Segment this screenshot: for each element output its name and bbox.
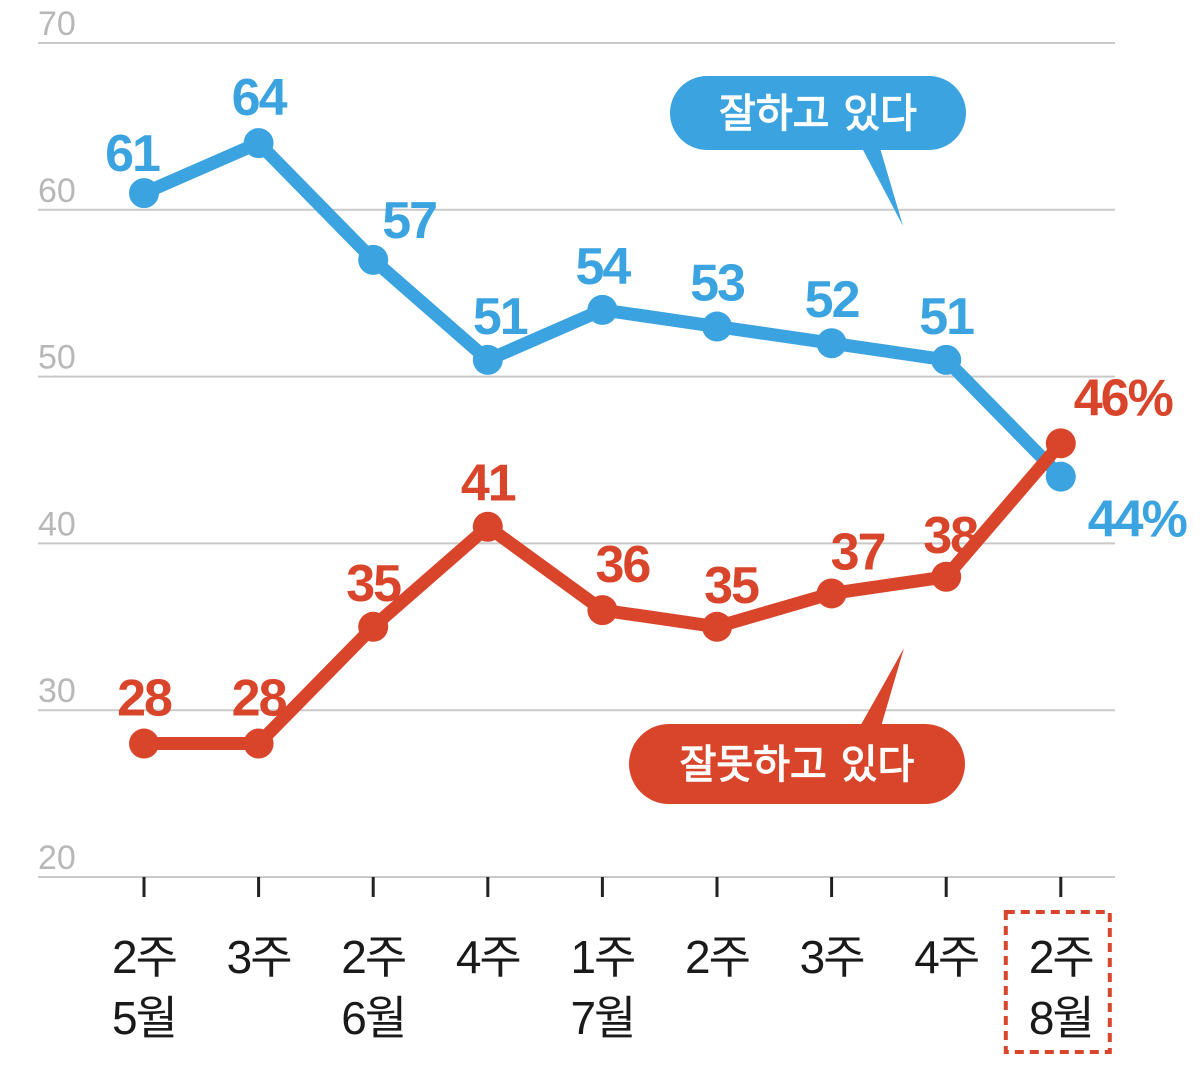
data-label: 52: [805, 271, 859, 329]
y-tick-label: 20: [38, 839, 76, 877]
data-label: 51: [473, 288, 528, 346]
data-point: [358, 611, 389, 642]
data-point: [1045, 461, 1076, 492]
legend-bubble: [629, 724, 965, 804]
data-point: [243, 728, 274, 759]
data-point: [702, 611, 732, 642]
data-label: 28: [117, 670, 172, 728]
legend-label: 잘못하고 있다: [680, 742, 915, 788]
data-label: 35: [346, 555, 401, 613]
x-tick-label-month: 6월: [341, 992, 405, 1044]
x-tick-label-month: 7월: [570, 992, 634, 1044]
data-point: [472, 344, 503, 375]
series-group: [129, 128, 1076, 759]
data-point: [816, 578, 847, 609]
data-label: 41: [461, 455, 516, 513]
data-label: 36: [595, 536, 650, 594]
bubble-tail: [862, 148, 903, 226]
y-tick-label: 40: [38, 505, 76, 543]
data-point: [931, 344, 962, 375]
x-tick-label-week: 2주: [341, 931, 405, 983]
x-tick-label-week: 4주: [914, 931, 978, 983]
data-point: [816, 328, 847, 359]
legend-label: 잘하고 있다: [719, 91, 917, 137]
data-label: 51: [919, 288, 974, 346]
x-tick-label-week: 3주: [800, 931, 864, 983]
data-label: 61: [105, 125, 160, 183]
data-point: [1045, 428, 1076, 459]
grid: 70 60 50 40 30 20: [38, 5, 1115, 878]
data-label: 28: [232, 670, 287, 728]
x-tick-label-week: 4주: [456, 931, 520, 983]
data-point: [243, 128, 274, 159]
legend-bubble: [670, 76, 966, 150]
x-tick-label-month: 5월: [112, 992, 176, 1044]
x-tick-label-month: 8월: [1029, 992, 1093, 1044]
y-tick-label: 50: [38, 339, 76, 377]
data-point: [931, 561, 962, 592]
x-tick-label-week: 2주: [1029, 931, 1093, 983]
data-label: 35: [704, 557, 759, 615]
data-point: [587, 294, 618, 325]
bubble-tail: [858, 648, 904, 730]
data-point: [358, 244, 389, 275]
data-point: [702, 311, 732, 342]
data-point: [129, 728, 159, 759]
x-tick-label-week: 1주: [570, 931, 634, 983]
y-tick-label: 30: [38, 672, 76, 710]
data-label: 38: [923, 507, 978, 565]
y-tick-label: 70: [38, 5, 76, 43]
data-label: 64: [232, 69, 288, 127]
x-tick-label-week: 2주: [685, 931, 749, 983]
data-point: [587, 595, 618, 626]
data-label: 37: [831, 523, 885, 581]
data-label: 44%: [1088, 491, 1187, 549]
data-label: 57: [382, 192, 436, 250]
highlight-box: [1003, 910, 1112, 1054]
y-tick-label: 60: [38, 172, 76, 210]
x-tick-label-week: 2주: [112, 931, 176, 983]
x-axis: 2주 5월 3주 2주 6월 4주 1주 7월 2주 3주 4주 2주 8월: [112, 877, 1112, 1054]
data-point: [129, 178, 159, 209]
data-labels: 61 64 57 51 54 53 52 51 44% 28 28 35 41 36 35 37 38 46%: [105, 69, 1189, 728]
data-label: 54: [575, 238, 631, 296]
data-label: 53: [690, 255, 745, 313]
x-tick-label-week: 3주: [227, 931, 291, 983]
data-label: 46%: [1074, 369, 1173, 427]
data-point: [472, 511, 503, 542]
